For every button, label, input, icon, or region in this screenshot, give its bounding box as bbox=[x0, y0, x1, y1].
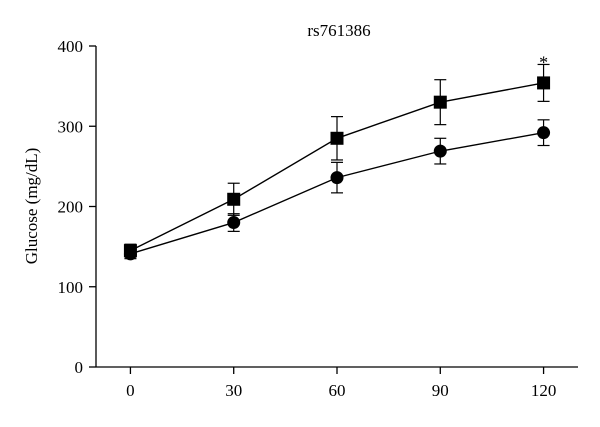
y-tick-label: 400 bbox=[58, 37, 84, 56]
circle-point bbox=[123, 247, 137, 261]
square-point bbox=[433, 95, 447, 109]
series-layer bbox=[123, 63, 551, 261]
circle-point bbox=[433, 144, 447, 158]
y-tick-label: 200 bbox=[58, 198, 84, 217]
chart-title: rs761386 bbox=[307, 21, 370, 40]
x-tick-label: 120 bbox=[531, 381, 557, 400]
series-2 bbox=[123, 119, 551, 261]
x-tick-label: 60 bbox=[329, 381, 346, 400]
square-point bbox=[537, 76, 551, 90]
y-tick-label: 300 bbox=[58, 117, 84, 136]
x-tick-label: 90 bbox=[432, 381, 449, 400]
series-1 bbox=[123, 63, 551, 258]
y-axis-label: Glucose (mg/dL) bbox=[22, 148, 41, 265]
x-tick-label: 0 bbox=[126, 381, 135, 400]
y-tick-label: 100 bbox=[58, 278, 84, 297]
y-tick-label: 0 bbox=[75, 358, 84, 377]
square-point bbox=[227, 192, 241, 206]
circle-point bbox=[330, 171, 344, 185]
axes: 0 100 200 300 400 0 30 60 90 120 bbox=[58, 37, 578, 400]
circle-point bbox=[227, 216, 241, 230]
annotation-layer: * bbox=[539, 52, 548, 72]
x-tick-label: 30 bbox=[225, 381, 242, 400]
circle-point bbox=[537, 126, 551, 140]
significance-asterisk: * bbox=[539, 52, 548, 72]
square-point bbox=[330, 131, 344, 145]
